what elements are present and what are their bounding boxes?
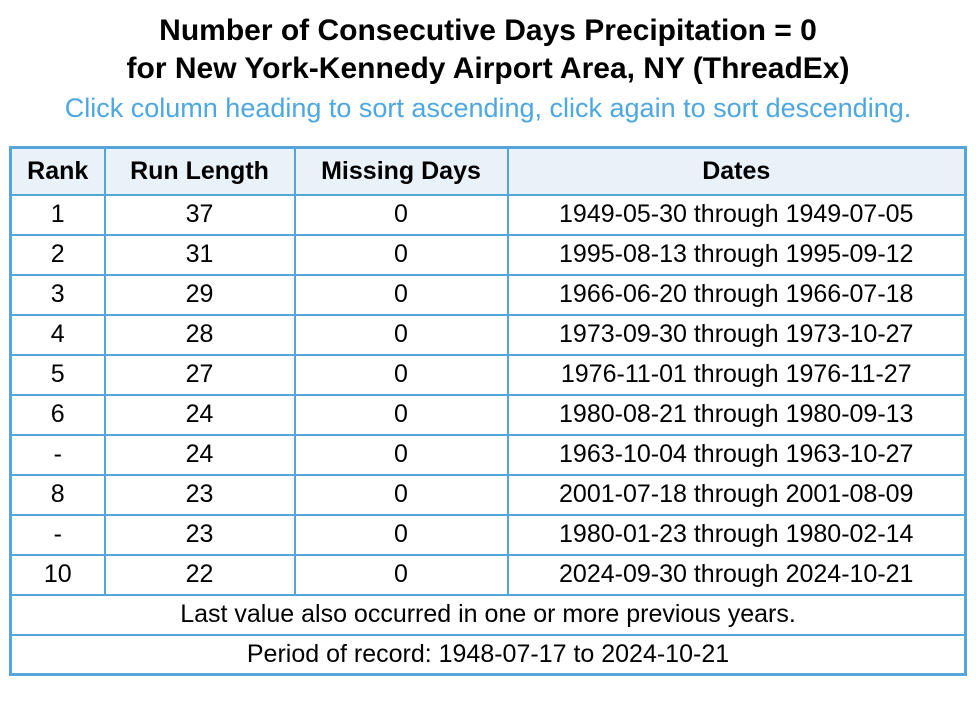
- column-header-dates[interactable]: Dates: [506, 146, 967, 196]
- column-header-rank[interactable]: Rank: [9, 146, 106, 196]
- footnote-tie: Last value also occurred in one or more …: [9, 593, 967, 636]
- run-length-cell: 28: [103, 313, 296, 356]
- rank-cell: 3: [9, 273, 106, 316]
- rank-cell: 1: [9, 193, 106, 236]
- table-row: 6 24 0 1980-08-21 through 1980-09-13: [9, 393, 967, 436]
- run-length-cell: 27: [103, 353, 296, 396]
- column-header-run-length[interactable]: Run Length: [103, 146, 296, 196]
- rank-cell: 5: [9, 353, 106, 396]
- dates-cell: 1980-01-23 through 1980-02-14: [506, 513, 967, 556]
- run-length-cell: 23: [103, 513, 296, 556]
- missing-days-cell: 0: [293, 233, 509, 276]
- table-row: - 24 0 1963-10-04 through 1963-10-27: [9, 433, 967, 476]
- table-row: 4 28 0 1973-09-30 through 1973-10-27: [9, 313, 967, 356]
- records-table: Rank Run Length Missing Days Dates 1 37 …: [9, 146, 967, 676]
- missing-days-cell: 0: [293, 353, 509, 396]
- dates-cell: 1966-06-20 through 1966-07-18: [506, 273, 967, 316]
- table-row: 2 31 0 1995-08-13 through 1995-09-12: [9, 233, 967, 276]
- rank-cell: 10: [9, 553, 106, 596]
- run-length-cell: 24: [103, 393, 296, 436]
- dates-cell: 1980-08-21 through 1980-09-13: [506, 393, 967, 436]
- dates-cell: 1976-11-01 through 1976-11-27: [506, 353, 967, 396]
- dates-cell: 2001-07-18 through 2001-08-09: [506, 473, 967, 516]
- run-length-cell: 22: [103, 553, 296, 596]
- footnote-period-of-record: Period of record: 1948-07-17 to 2024-10-…: [9, 633, 967, 676]
- missing-days-cell: 0: [293, 313, 509, 356]
- table-row: 8 23 0 2001-07-18 through 2001-08-09: [9, 473, 967, 516]
- column-header-missing-days[interactable]: Missing Days: [293, 146, 509, 196]
- run-length-cell: 23: [103, 473, 296, 516]
- run-length-cell: 29: [103, 273, 296, 316]
- missing-days-cell: 0: [293, 473, 509, 516]
- page-title-line2: for New York-Kennedy Airport Area, NY (T…: [126, 52, 850, 85]
- dates-cell: 2024-09-30 through 2024-10-21: [506, 553, 967, 596]
- rank-cell: 8: [9, 473, 106, 516]
- dates-cell: 1963-10-04 through 1963-10-27: [506, 433, 967, 476]
- table-row: 10 22 0 2024-09-30 through 2024-10-21: [9, 553, 967, 596]
- table-row: - 23 0 1980-01-23 through 1980-02-14: [9, 513, 967, 556]
- page-title: Number of Consecutive Days Precipitation…: [0, 0, 976, 88]
- run-length-cell: 24: [103, 433, 296, 476]
- page-title-line1: Number of Consecutive Days Precipitation…: [159, 14, 817, 47]
- rank-cell: 6: [9, 393, 106, 436]
- header-row: Rank Run Length Missing Days Dates: [9, 146, 967, 196]
- footnote-row: Period of record: 1948-07-17 to 2024-10-…: [9, 633, 967, 676]
- missing-days-cell: 0: [293, 433, 509, 476]
- dates-cell: 1973-09-30 through 1973-10-27: [506, 313, 967, 356]
- missing-days-cell: 0: [293, 393, 509, 436]
- dates-cell: 1949-05-30 through 1949-07-05: [506, 193, 967, 236]
- table-row: 1 37 0 1949-05-30 through 1949-07-05: [9, 193, 967, 236]
- missing-days-cell: 0: [293, 513, 509, 556]
- footnote-row: Last value also occurred in one or more …: [9, 593, 967, 636]
- sort-instructions: Click column heading to sort ascending, …: [64, 93, 912, 123]
- rank-cell: -: [9, 433, 106, 476]
- missing-days-cell: 0: [293, 553, 509, 596]
- run-length-cell: 37: [103, 193, 296, 236]
- rank-cell: 4: [9, 313, 106, 356]
- rank-cell: 2: [9, 233, 106, 276]
- table-row: 5 27 0 1976-11-01 through 1976-11-27: [9, 353, 967, 396]
- table-row: 3 29 0 1966-06-20 through 1966-07-18: [9, 273, 967, 316]
- dates-cell: 1995-08-13 through 1995-09-12: [506, 233, 967, 276]
- run-length-cell: 31: [103, 233, 296, 276]
- rank-cell: -: [9, 513, 106, 556]
- missing-days-cell: 0: [293, 273, 509, 316]
- missing-days-cell: 0: [293, 193, 509, 236]
